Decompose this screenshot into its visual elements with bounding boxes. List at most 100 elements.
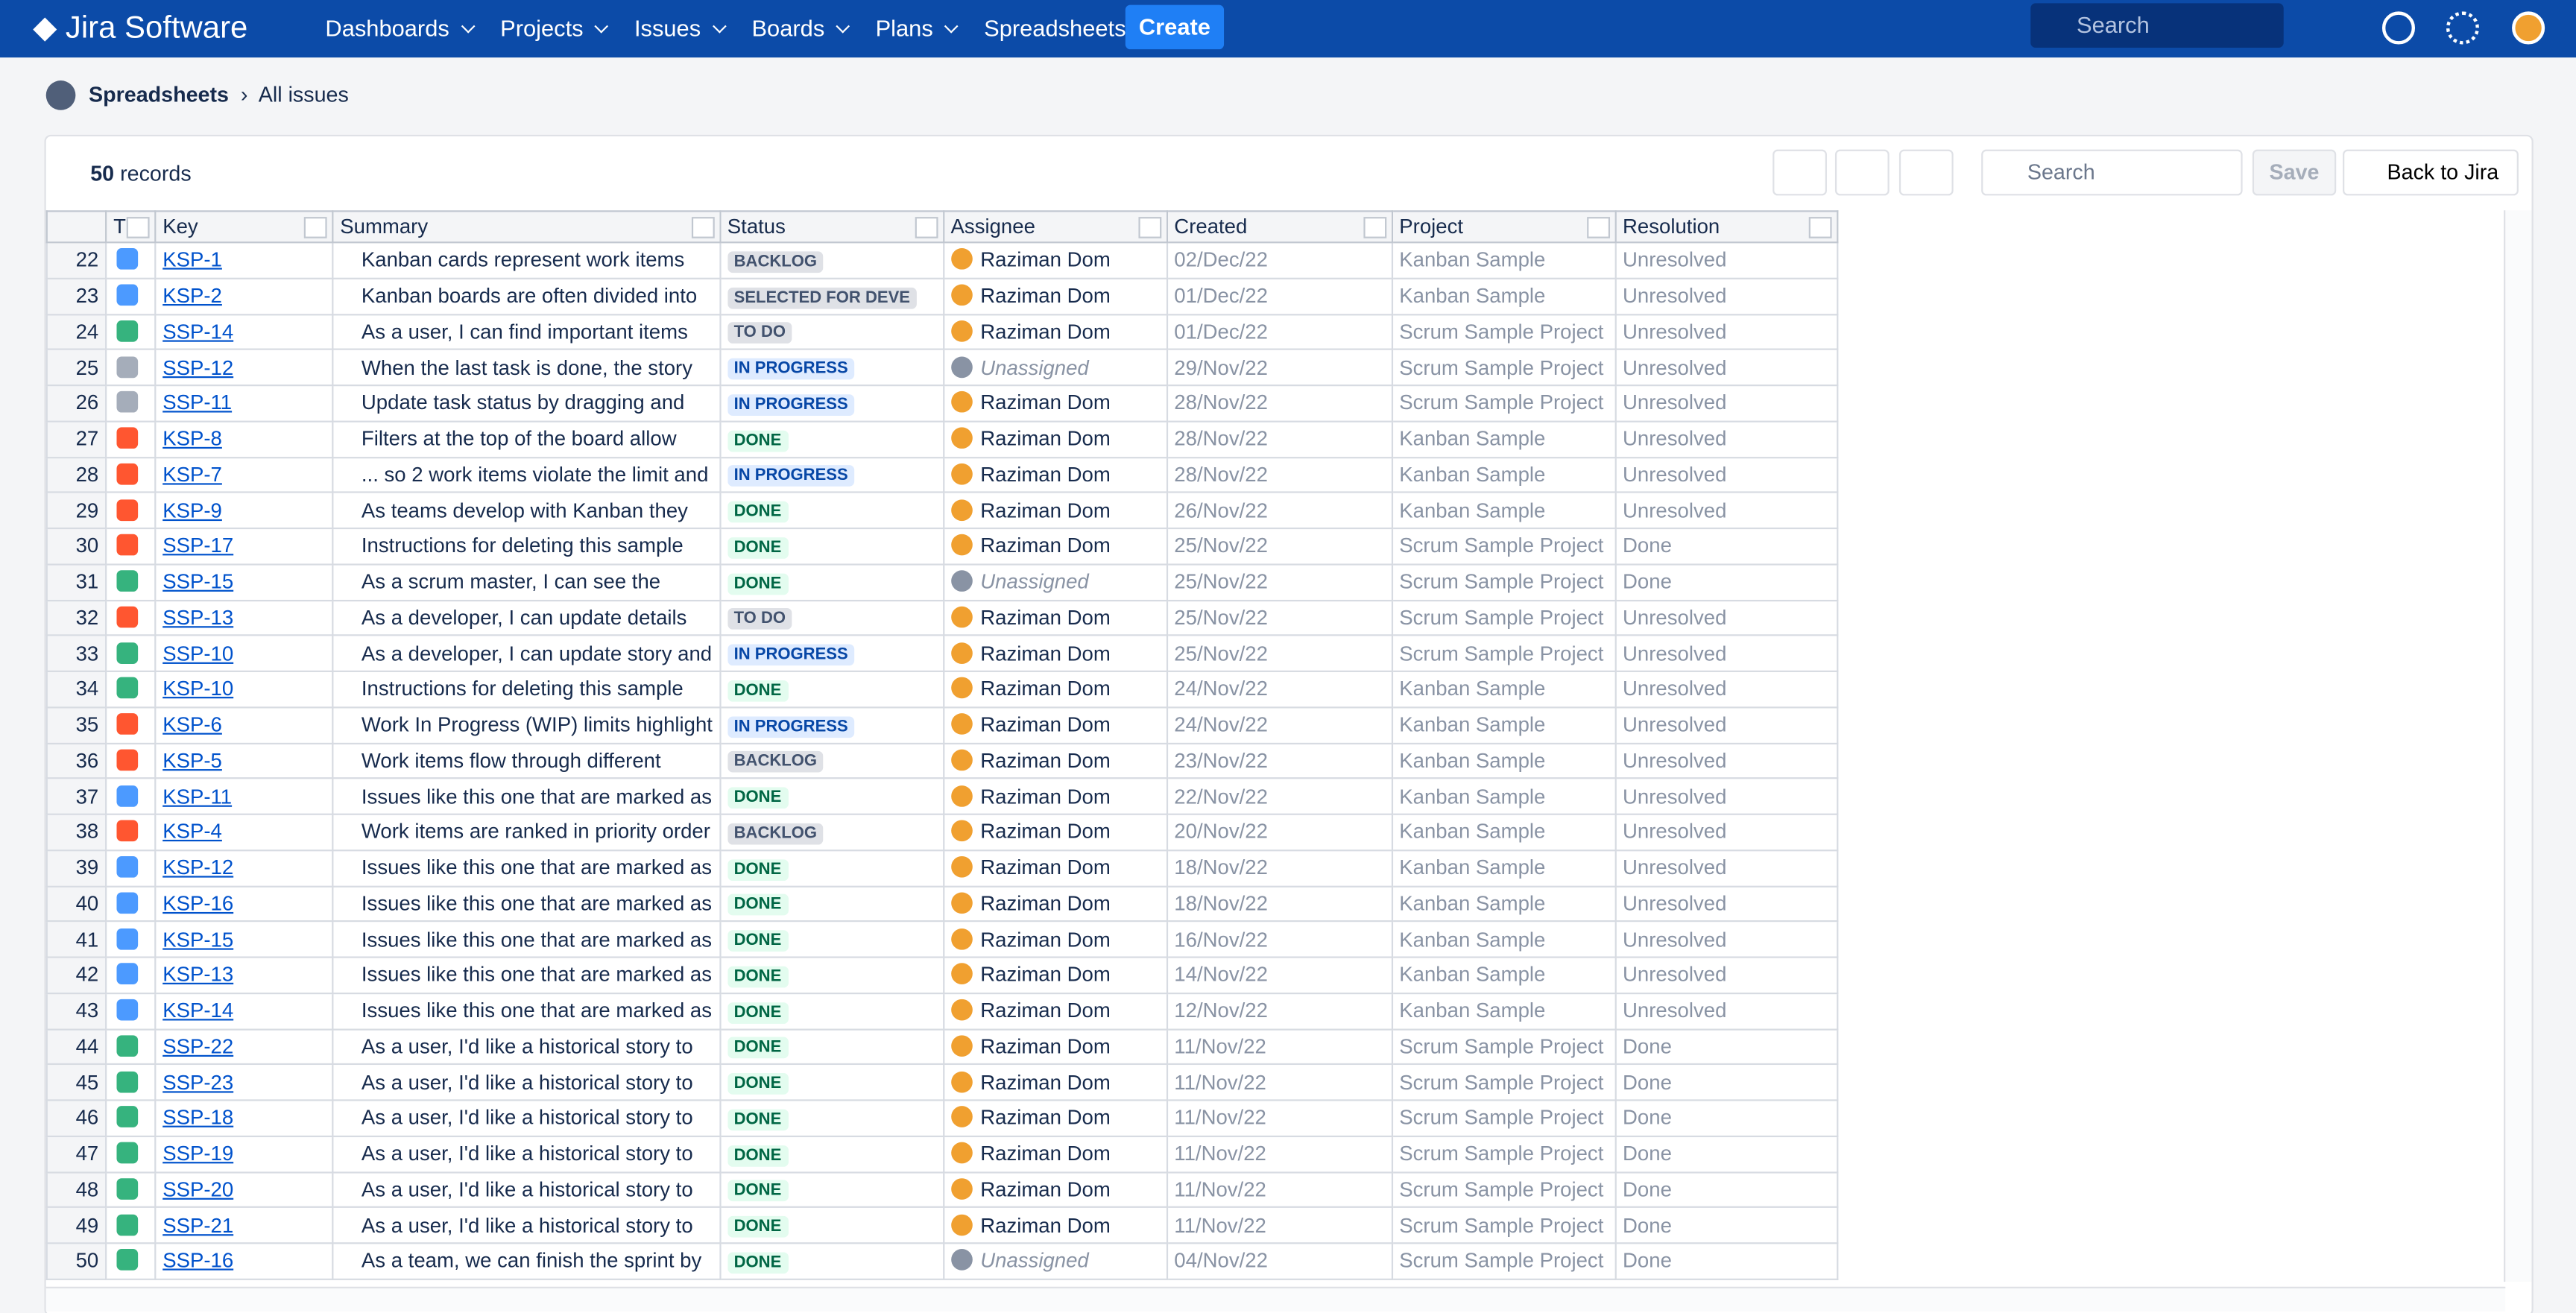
issue-key[interactable]: KSP-12 [162,856,233,879]
column-header[interactable]: T [106,211,155,242]
summary-cell[interactable]: As a user, I'd like a historical story t… [332,1064,720,1100]
horizontal-scrollbar[interactable] [46,1287,2506,1312]
row-number: 49 [47,1207,106,1243]
vertical-scrollbar[interactable] [2504,210,2531,1282]
issue-key[interactable]: SSP-15 [162,571,233,594]
created-cell: 11/Nov/22 [1167,1064,1392,1100]
menu-item[interactable]: Boards [751,15,847,41]
summary-cell[interactable]: As a user, I'd like a historical story t… [332,1136,720,1171]
column-header[interactable]: Status [720,211,944,242]
column-menu[interactable] [1808,217,1831,238]
issue-key[interactable]: SSP-21 [162,1214,233,1237]
tree-button[interactable] [1772,150,1827,196]
column-header[interactable]: Created [1167,211,1392,242]
summary-cell[interactable]: ... so 2 work items violate the limit an… [332,457,720,493]
issue-key[interactable]: SSP-13 [162,606,233,629]
summary-cell[interactable]: As a user, I'd like a historical story t… [332,1100,720,1136]
summary-cell[interactable]: Filters at the top of the board allow [332,421,720,457]
grid-button[interactable] [1899,150,1954,196]
issue-key[interactable]: SSP-17 [162,535,233,558]
column-header[interactable]: Resolution [1615,211,1837,242]
logo[interactable]: ◆ Jira Software [33,10,247,48]
column-header[interactable]: Key [155,211,332,242]
summary-cell[interactable]: As a scrum master, I can see the [332,564,720,600]
summary-cell[interactable]: Work items are ranked in priority order [332,814,720,850]
summary-cell[interactable]: Issues like this one that are marked as [332,850,720,886]
summary-cell[interactable]: Instructions for deleting this sample [332,671,720,707]
column-menu[interactable] [127,217,150,238]
issue-key[interactable]: KSP-15 [162,928,233,951]
summary-cell[interactable]: As a user, I'd like a historical story t… [332,1171,720,1207]
menu-item[interactable]: Plans [876,15,956,41]
summary-cell[interactable]: As a user, I'd like a historical story t… [332,1029,720,1065]
summary-cell[interactable]: As a user, I can find important items [332,314,720,349]
summary-cell[interactable]: Issues like this one that are marked as [332,886,720,922]
issue-key[interactable]: SSP-10 [162,642,233,665]
breadcrumb-parent[interactable]: Spreadsheets [89,82,229,107]
summary-cell[interactable]: As teams develop with Kanban they [332,493,720,528]
avatar[interactable] [2512,11,2545,44]
issue-key[interactable]: KSP-14 [162,999,233,1022]
assignee-cell: Raziman Dom [944,636,1167,671]
column-menu[interactable] [304,217,327,238]
issue-key[interactable]: KSP-5 [162,749,222,772]
issue-key[interactable]: SSP-23 [162,1071,233,1094]
issue-key[interactable]: KSP-10 [162,677,233,700]
summary-cell[interactable]: Issues like this one that are marked as [332,993,720,1029]
summary-cell[interactable]: As a user, I'd like a historical story t… [332,1207,720,1243]
summary-cell[interactable]: Kanban boards are often divided into [332,278,720,314]
table-search[interactable]: Search [1981,150,2242,196]
help-icon[interactable] [2382,11,2415,44]
back-button[interactable]: Back to Jira [2343,150,2519,196]
logo-text[interactable]: Jira Software [66,11,247,45]
summary-cell[interactable]: When the last task is done, the story [332,349,720,385]
menu-item[interactable]: Issues [634,15,724,41]
menu-item[interactable]: Projects [500,15,606,41]
issue-key[interactable]: KSP-13 [162,964,233,987]
save-button[interactable]: Save [2253,150,2336,196]
issue-key[interactable]: KSP-7 [162,463,222,487]
summary-cell[interactable]: Issues like this one that are marked as [332,922,720,958]
column-menu[interactable] [1587,217,1610,238]
issue-key[interactable]: SSP-18 [162,1107,233,1130]
summary-cell[interactable]: Work items flow through different [332,743,720,779]
column-menu[interactable] [915,217,938,238]
issue-key[interactable]: SSP-12 [162,356,233,379]
menu-item[interactable]: Spreadsheets [984,15,1149,41]
summary-cell[interactable]: Instructions for deleting this sample [332,528,720,564]
summary-cell[interactable]: As a developer, I can update story and [332,636,720,671]
summary-cell[interactable]: Update task status by dragging and [332,385,720,421]
column-menu[interactable] [691,217,714,238]
summary-cell[interactable]: Kanban cards represent work items [332,242,720,278]
column-header[interactable]: Project [1392,211,1615,242]
issue-key[interactable]: SSP-19 [162,1142,233,1165]
summary-cell[interactable]: As a team, we can finish the sprint by [332,1243,720,1279]
issue-key[interactable]: KSP-4 [162,820,222,844]
issue-key[interactable]: SSP-14 [162,320,233,344]
menu-item[interactable]: Dashboards [325,15,472,41]
summary-cell[interactable]: As a developer, I can update details [332,600,720,636]
issue-key[interactable]: KSP-9 [162,499,222,522]
column-header[interactable]: Assignee [944,211,1167,242]
issue-key[interactable]: KSP-8 [162,428,222,451]
issue-key[interactable]: KSP-6 [162,713,222,736]
column-menu[interactable] [1363,217,1386,238]
issue-key[interactable]: SSP-11 [162,392,232,415]
issue-key[interactable]: KSP-1 [162,249,222,272]
create-button[interactable]: Create [1126,5,1224,50]
summary-cell[interactable]: Issues like this one that are marked as [332,779,720,814]
settings-icon[interactable] [2446,11,2479,44]
collapse-button[interactable] [1835,150,1890,196]
column-header[interactable]: Summary [332,211,720,242]
issue-key[interactable]: SSP-22 [162,1035,233,1058]
summary-cell[interactable]: Work In Progress (WIP) limits highlight [332,707,720,743]
summary-cell[interactable]: Issues like this one that are marked as [332,958,720,993]
issue-key[interactable]: KSP-2 [162,285,222,308]
type-cell [106,1207,155,1243]
issue-key[interactable]: SSP-20 [162,1178,233,1201]
issue-key[interactable]: KSP-16 [162,892,233,915]
issue-key[interactable]: KSP-11 [162,785,232,808]
search-box[interactable]: Search [2030,3,2283,48]
issue-key[interactable]: SSP-16 [162,1250,233,1273]
column-menu[interactable] [1138,217,1161,238]
